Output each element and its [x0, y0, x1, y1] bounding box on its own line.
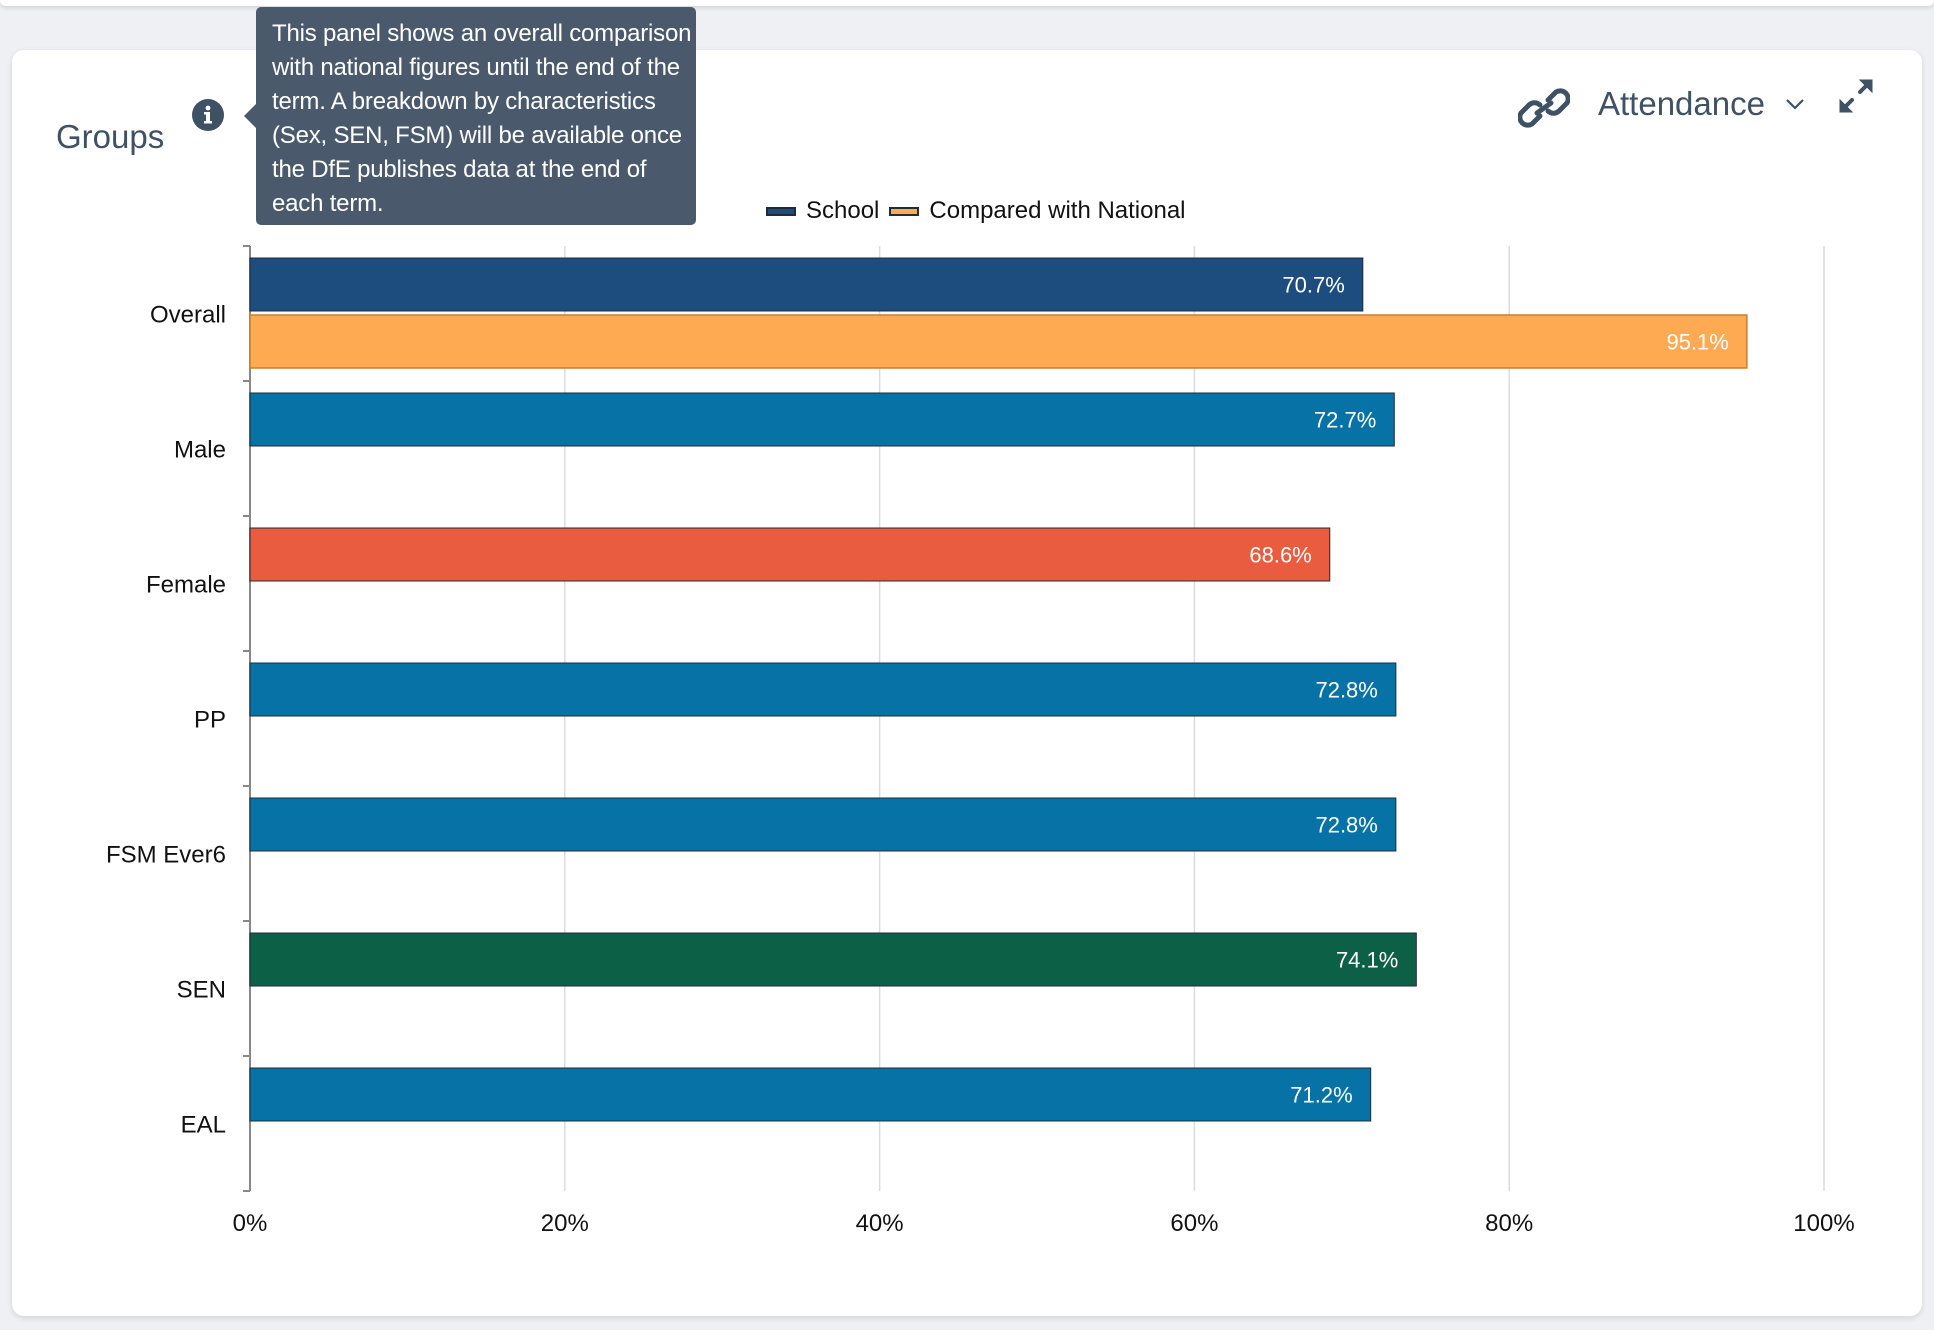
- chart-legend: School Compared with National: [766, 196, 1196, 226]
- bar-school: [249, 662, 1397, 717]
- x-tick-label: 60%: [1170, 1210, 1218, 1237]
- x-tick-label: 20%: [541, 1210, 589, 1237]
- legend-label-national: Compared with National: [929, 197, 1186, 224]
- legend-swatch-school: [766, 206, 796, 216]
- x-tick-label: 100%: [1793, 1210, 1854, 1237]
- bar-label-school: 72.8%: [1315, 678, 1377, 703]
- top-bar-edge: [0, 0, 1934, 6]
- category-label: EAL: [181, 1112, 226, 1139]
- bar-label-national: 95.1%: [1666, 330, 1728, 355]
- x-tick-label: 0%: [233, 1210, 268, 1237]
- bar-school: [249, 1067, 1372, 1122]
- bar-school: [249, 527, 1331, 582]
- bar-label-school: 71.2%: [1290, 1083, 1352, 1108]
- metric-dropdown-label: Attendance: [1598, 85, 1765, 122]
- bar-label-school: 72.8%: [1315, 813, 1377, 838]
- bar-label-school: 70.7%: [1282, 273, 1344, 298]
- bar-label-school: 72.7%: [1314, 408, 1376, 433]
- category-label: Female: [146, 572, 226, 599]
- category-label: FSM Ever6: [106, 842, 226, 869]
- category-label: PP: [194, 707, 226, 734]
- bar-school: [249, 932, 1417, 987]
- link-icon[interactable]: [1517, 86, 1571, 130]
- category-label: Male: [174, 437, 226, 464]
- bar-national: [249, 314, 1748, 369]
- x-tick-label: 80%: [1485, 1210, 1533, 1237]
- bar-label-school: 74.1%: [1336, 948, 1398, 973]
- legend-swatch-national: [889, 206, 920, 216]
- info-tooltip: This panel shows an overall comparison w…: [256, 7, 696, 225]
- category-label: Overall: [150, 302, 226, 329]
- tooltip-arrow: [244, 104, 256, 128]
- bar-school: [249, 797, 1397, 852]
- expand-icon[interactable]: [1836, 76, 1876, 116]
- bar-school: [249, 257, 1364, 312]
- info-icon[interactable]: [191, 98, 225, 132]
- metric-dropdown[interactable]: Attendance: [1598, 80, 1805, 128]
- legend-item-national[interactable]: Compared with National: [889, 197, 1186, 225]
- panel-title: Groups: [56, 118, 165, 155]
- legend-label-school: School: [806, 197, 880, 224]
- category-label: SEN: [177, 977, 226, 1004]
- x-tick-label: 40%: [856, 1210, 904, 1237]
- bar-label-school: 68.6%: [1249, 543, 1311, 568]
- legend-item-school[interactable]: School: [766, 197, 879, 225]
- bar-school: [249, 392, 1395, 447]
- chevron-down-icon: [1786, 99, 1804, 110]
